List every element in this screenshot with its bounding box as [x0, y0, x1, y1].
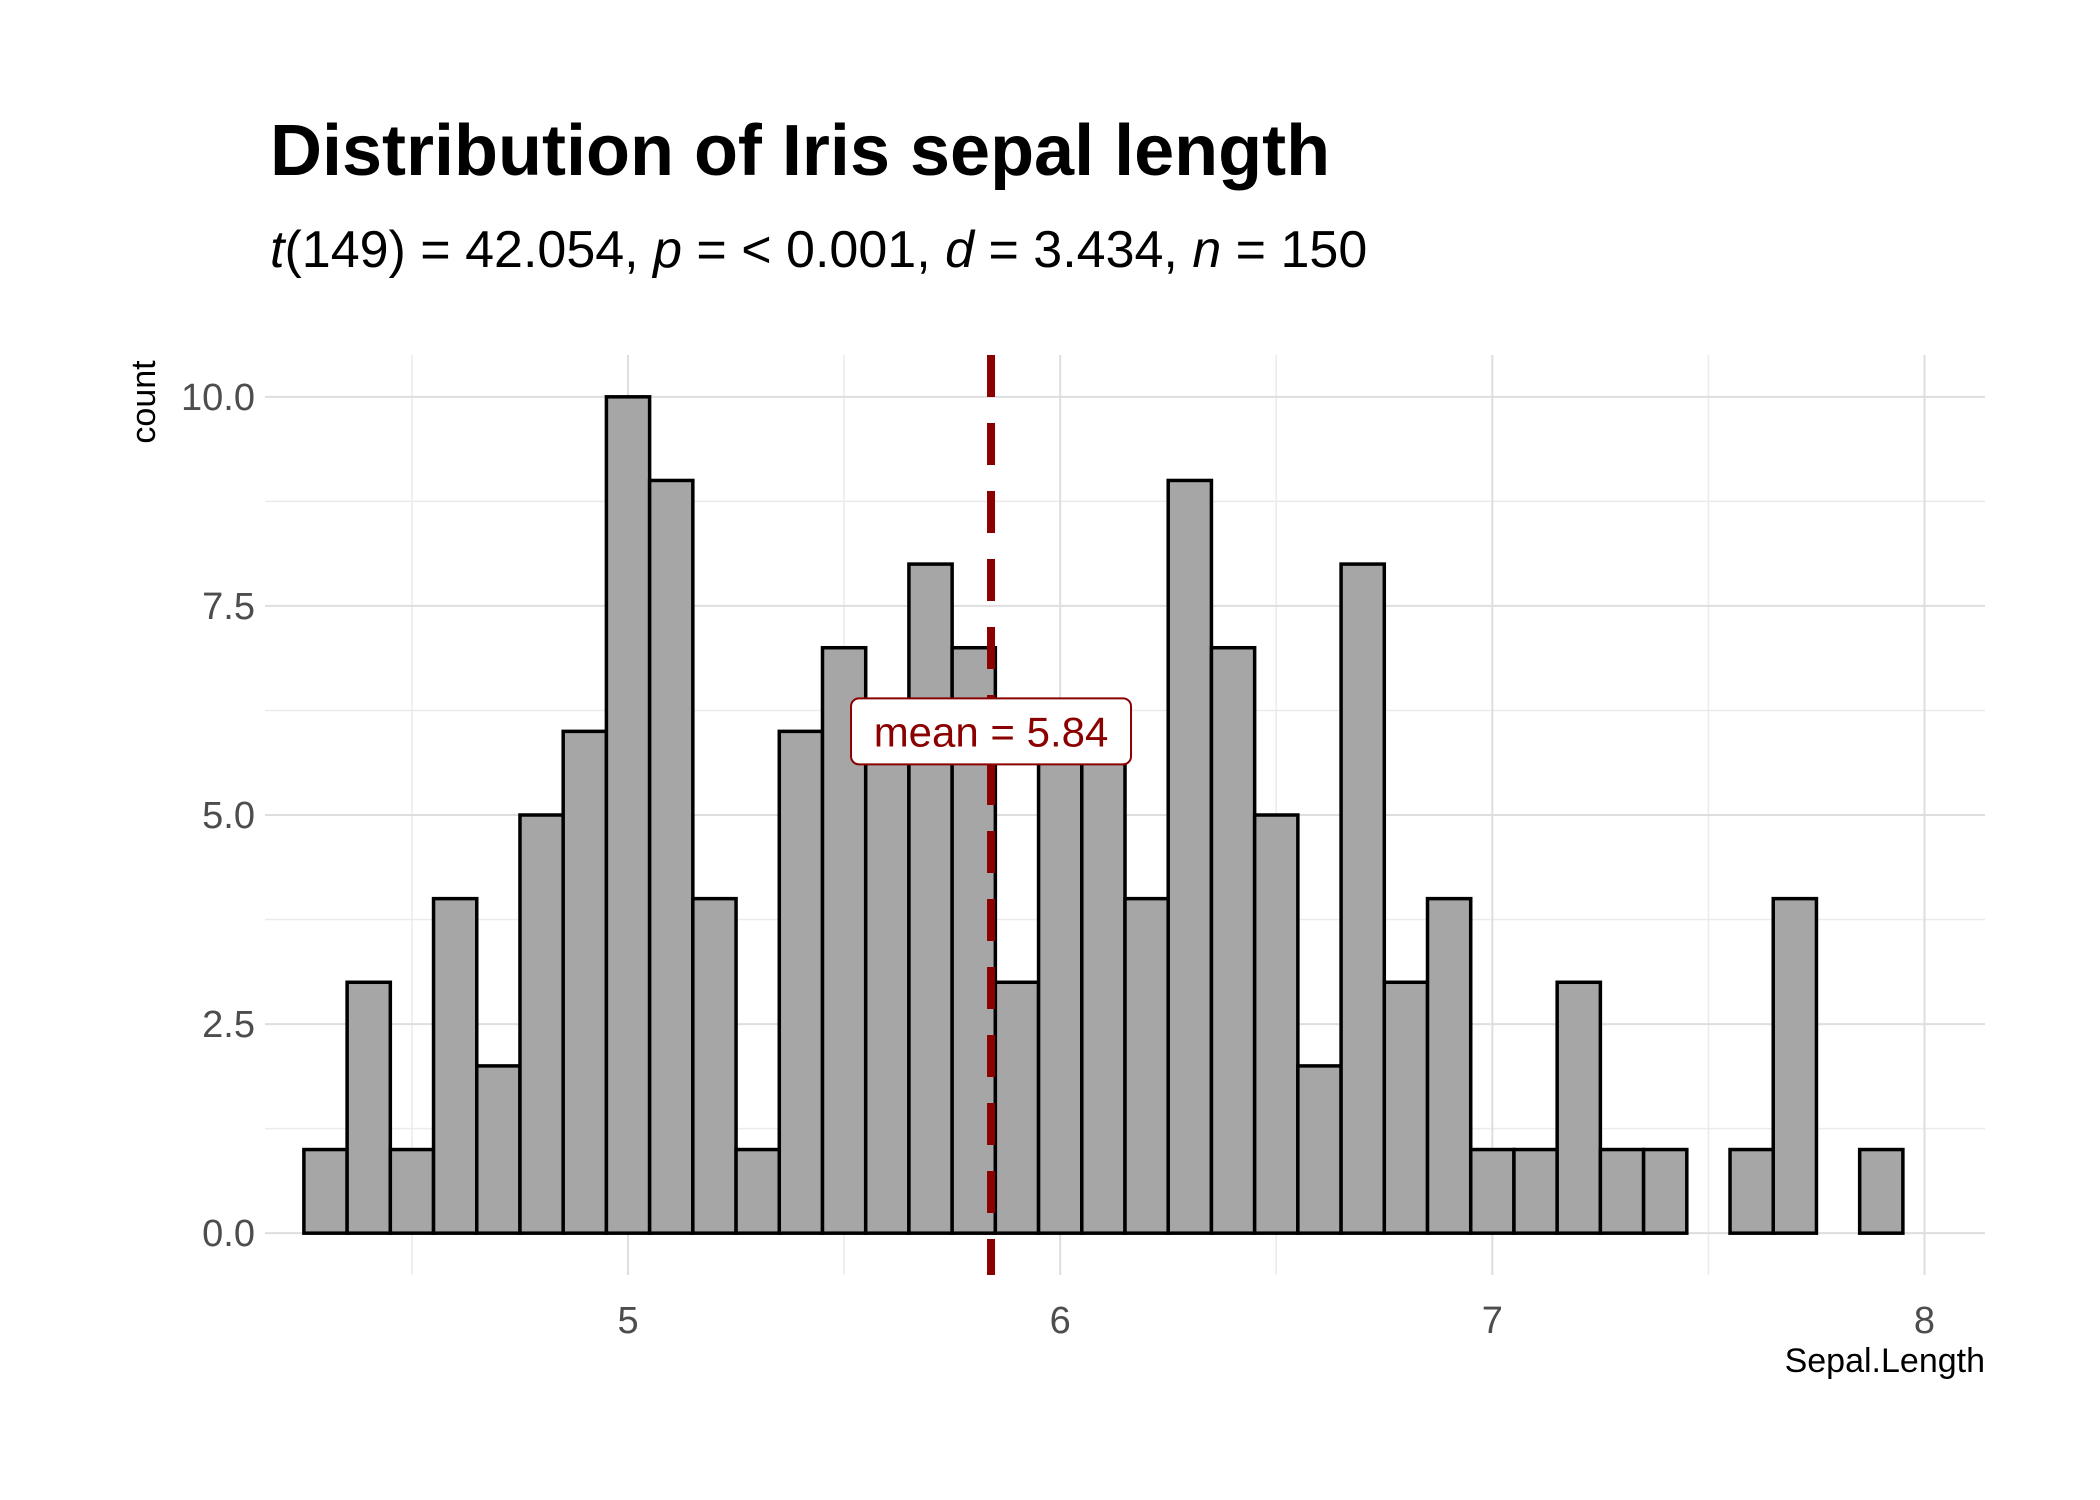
- histogram-bar: [1771, 896, 1819, 1235]
- n-symbol: n: [1192, 221, 1222, 279]
- histogram-bars: [302, 395, 1905, 1235]
- x-tick-label: 8: [1914, 1300, 1935, 1342]
- histogram-bar: [1036, 729, 1084, 1235]
- histogram-bar: [518, 813, 565, 1235]
- y-tick-label: 2.5: [202, 1004, 255, 1046]
- y-axis-ticks: 0.0 2.5 5.0 7.5 10.0: [181, 377, 255, 1255]
- t-symbol: t: [270, 221, 285, 279]
- histogram-bar: [1080, 729, 1127, 1235]
- histogram-bar: [863, 729, 911, 1235]
- histogram-bar: [561, 729, 609, 1235]
- t-stat: (149) = 42.054,: [284, 221, 654, 279]
- histogram-bar: [1252, 813, 1300, 1235]
- p-symbol: p: [653, 221, 682, 279]
- d-value: = 3.434,: [974, 221, 1193, 279]
- chart-title: Distribution of Iris sepal length: [270, 111, 1331, 191]
- x-axis-ticks: 5 6 7 8: [617, 1300, 1935, 1342]
- histogram-bar: [691, 896, 738, 1235]
- y-tick-label: 5.0: [202, 795, 255, 837]
- histogram-bar: [388, 1147, 436, 1235]
- histogram-bar: [1555, 980, 1603, 1235]
- histogram-bar: [1296, 1064, 1343, 1235]
- histogram-bar: [1425, 896, 1473, 1235]
- n-value: = 150: [1221, 221, 1368, 279]
- histogram-bar: [1512, 1147, 1559, 1235]
- mean-line-group: mean = 5.84: [850, 355, 1133, 1275]
- histogram-bar: [1468, 1147, 1516, 1235]
- mean-label-box: [850, 697, 1133, 766]
- histogram-bar: [1728, 1147, 1775, 1235]
- histogram-bar: [907, 562, 954, 1235]
- d-symbol: d: [945, 221, 975, 279]
- histogram-bar: [1857, 1147, 1905, 1235]
- histogram-bar: [345, 980, 393, 1235]
- histogram-bar: [647, 478, 695, 1235]
- histogram-bar: [777, 729, 825, 1235]
- histogram-bar: [1339, 562, 1387, 1235]
- histogram-bar: [1166, 478, 1214, 1235]
- y-tick-label: 7.5: [202, 586, 255, 628]
- histogram-bar: [302, 1147, 349, 1235]
- y-axis-label: count: [125, 360, 163, 444]
- histogram-bar: [1123, 896, 1170, 1235]
- histogram-bar: [993, 980, 1041, 1235]
- y-tick-label: 10.0: [181, 377, 255, 419]
- histogram-bar: [1641, 1147, 1689, 1235]
- x-tick-label: 6: [1050, 1300, 1071, 1342]
- mean-label: mean = 5.84: [874, 708, 1109, 755]
- histogram-bar: [431, 896, 479, 1235]
- histogram-bar: [734, 1147, 782, 1235]
- histogram-bar: [475, 1064, 522, 1235]
- x-tick-label: 7: [1482, 1300, 1503, 1342]
- histogram-bar: [604, 395, 652, 1235]
- y-tick-label: 0.0: [202, 1213, 255, 1255]
- x-tick-label: 5: [617, 1300, 638, 1342]
- chart-subtitle: t(149) = 42.054, p = < 0.001, d = 3.434,…: [270, 220, 1367, 280]
- p-value: = < 0.001,: [681, 221, 946, 279]
- x-axis-label: Sepal.Length: [1785, 1342, 1985, 1380]
- histogram-bar: [1598, 1147, 1646, 1235]
- histogram-bar: [1209, 645, 1257, 1235]
- histogram-bar: [1382, 980, 1430, 1235]
